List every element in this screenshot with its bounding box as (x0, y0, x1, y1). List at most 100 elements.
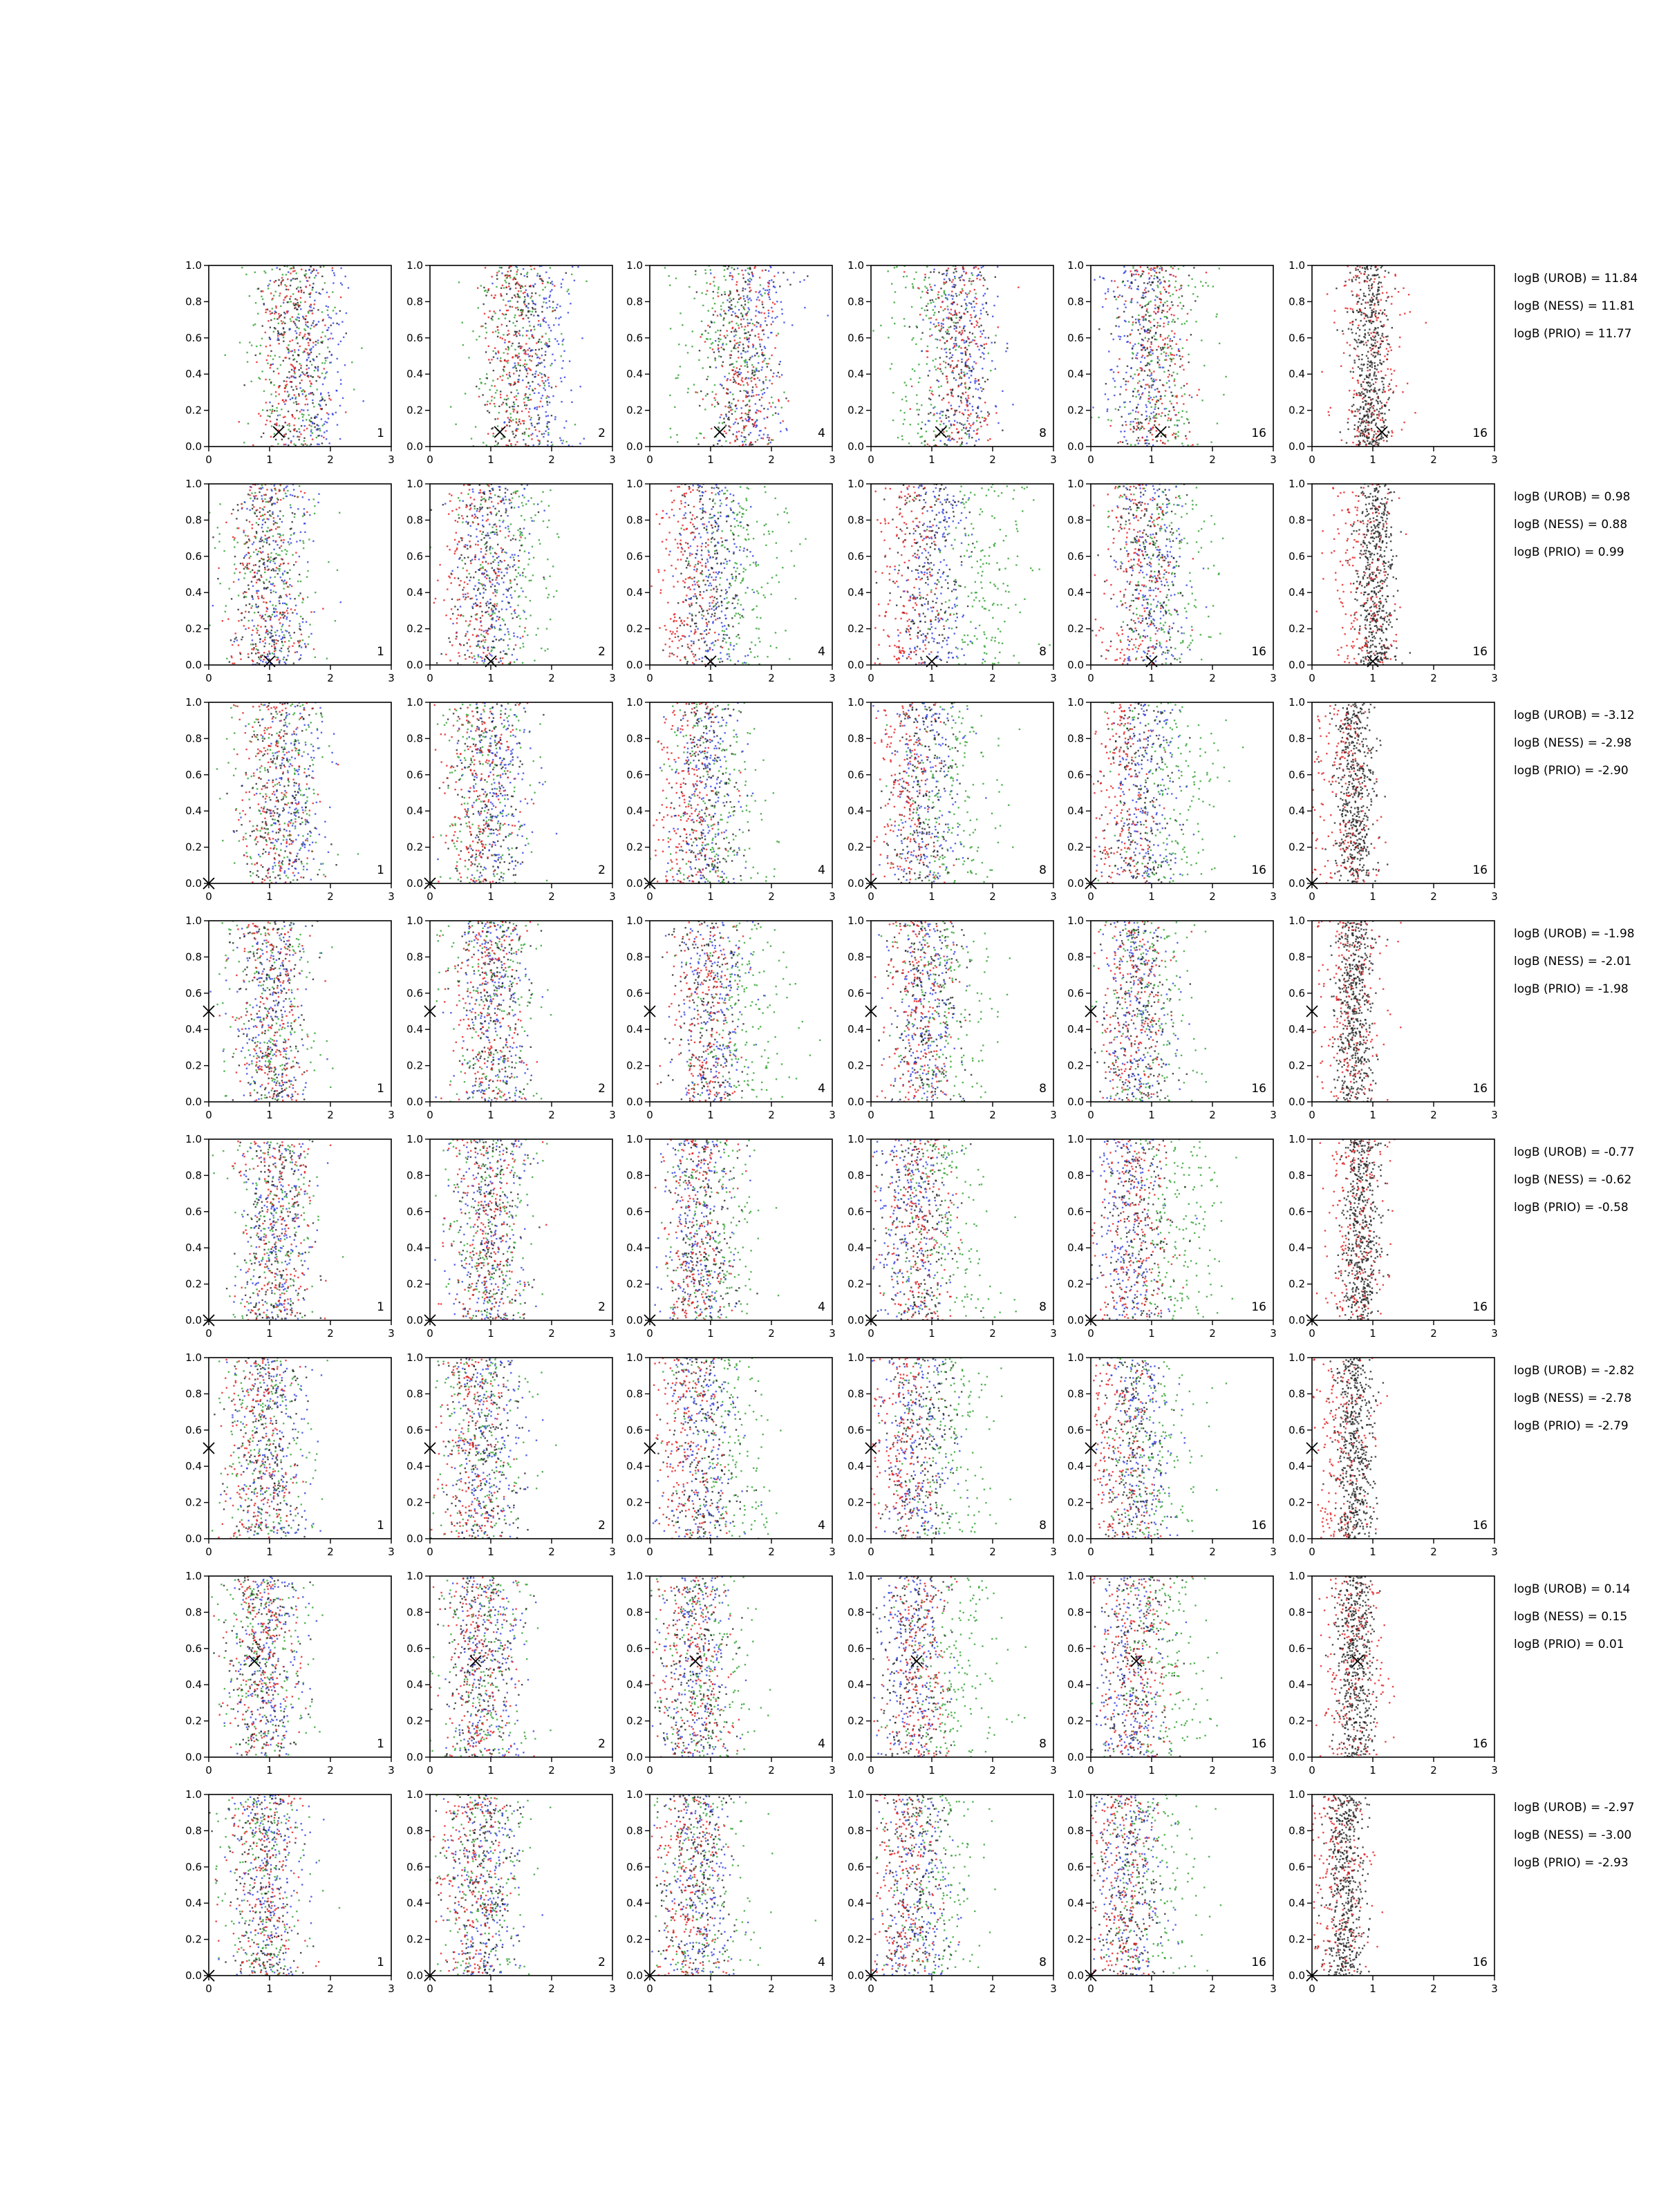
scatter-point-red (330, 399, 332, 401)
scatter-point-black (1382, 420, 1385, 422)
scatter-point-red (1177, 350, 1180, 352)
scatter-point-black (1368, 409, 1370, 411)
scatter-point-black (1144, 442, 1147, 444)
scatter-point-blue (495, 353, 497, 355)
scatter-point-blue (774, 286, 776, 288)
scatter-point-blue (997, 265, 999, 268)
scatter-point-red (1381, 419, 1384, 421)
scatter-point-blue (559, 437, 561, 439)
scatter-point-blue (1111, 280, 1113, 282)
scatter-point-red (767, 443, 769, 445)
scatter-point-black (951, 388, 954, 391)
scatter-point-blue (543, 366, 546, 368)
scatter-point-green (921, 307, 923, 310)
scatter-point-green (747, 319, 749, 321)
scatter-point-black (1375, 375, 1377, 377)
scatter-point-red (1172, 274, 1174, 277)
scatter-point-black (279, 268, 281, 270)
scatter-point-black (1139, 421, 1142, 424)
scatter-point-black (1377, 364, 1379, 366)
scatter-point-blue (279, 577, 281, 579)
scatter-point-red (487, 316, 490, 319)
scatter-point-green (247, 619, 250, 622)
scatter-point-black (275, 311, 277, 314)
scatter-point-black (260, 435, 263, 438)
scatter-point-red (269, 420, 272, 422)
scatter-point-blue (289, 398, 292, 400)
scatter-point-red (1168, 285, 1170, 288)
scatter-point-green (1110, 420, 1112, 422)
scatter-point-black (762, 306, 765, 308)
scatter-point-blue (980, 344, 982, 346)
scatter-point-blue (570, 389, 572, 391)
scatter-point-blue (968, 377, 971, 379)
scatter-point-green (311, 432, 313, 434)
scatter-point-blue (1112, 290, 1115, 292)
scatter-point-red (753, 324, 756, 326)
scatter-point-red (735, 418, 738, 420)
scatter-point-black (310, 351, 312, 353)
scatter-point-red (265, 378, 267, 381)
scatter-point-blue (720, 383, 722, 386)
scatter-point-red (538, 430, 541, 433)
scatter-point-green (958, 294, 960, 296)
scatter-point-green (756, 439, 759, 441)
scatter-point-blue (272, 363, 274, 365)
scatter-point-red (1380, 343, 1382, 345)
scatter-point-black (290, 386, 292, 388)
scatter-point-black (948, 317, 950, 320)
scatter-point-black (1362, 312, 1365, 315)
scatter-point-black (274, 328, 276, 330)
scatter-point-black (751, 395, 753, 397)
scatter-point-blue (563, 427, 565, 429)
scatter-point-red (1362, 433, 1365, 435)
scatter-point-red (959, 326, 961, 328)
scatter-point-black (1162, 346, 1164, 348)
scatter-point-black (515, 434, 517, 437)
scatter-point-green (706, 338, 708, 340)
scatter-point-green (941, 295, 943, 297)
scatter-point-green (743, 429, 745, 431)
scatter-point-red (1137, 374, 1139, 376)
scatter-point-black (1371, 313, 1373, 316)
scatter-point-blue (968, 435, 971, 438)
scatter-point-blue (545, 415, 547, 418)
scatter-point-green (932, 414, 935, 417)
scatter-point-black (1141, 338, 1143, 341)
scatter-point-green (270, 515, 272, 517)
scatter-point-green (509, 276, 512, 279)
scatter-point-blue (719, 416, 721, 418)
scatter-point-black (1366, 389, 1369, 391)
scatter-point-black (723, 418, 725, 420)
scatter-point-green (1183, 422, 1185, 425)
scatter-point-black (527, 444, 529, 447)
scatter-point-blue (1116, 308, 1118, 310)
scatter-point-blue (994, 368, 996, 370)
scatter-point-blue (327, 418, 330, 420)
scatter-point-red (1141, 316, 1143, 318)
scatter-point-red (289, 381, 292, 383)
scatter-point-red (1365, 301, 1367, 304)
scatter-point-black (1156, 306, 1159, 308)
scatter-point-green (353, 388, 355, 391)
scatter-point-blue (1150, 386, 1153, 388)
scatter-point-red (1183, 368, 1185, 371)
scatter-point-blue (742, 318, 745, 320)
scatter-point-blue (303, 409, 305, 411)
scatter-point-red (1394, 274, 1396, 276)
scatter-point-red (756, 377, 759, 379)
scatter-point-black (1364, 378, 1366, 380)
scatter-point-green (916, 402, 918, 405)
scatter-point-green (905, 286, 907, 289)
scatter-point-green (509, 413, 512, 415)
scatter-point-black (731, 363, 733, 366)
scatter-point-green (734, 411, 736, 413)
scatter-point-blue (1118, 294, 1121, 297)
scatter-point-black (272, 371, 275, 373)
scatter-point-red (731, 276, 734, 279)
scatter-point-red (1381, 405, 1383, 407)
scatter-point-black (1376, 331, 1378, 333)
scatter-point-blue (550, 290, 552, 292)
scatter-point-blue (1112, 371, 1115, 373)
scatter-point-green (1130, 301, 1132, 303)
